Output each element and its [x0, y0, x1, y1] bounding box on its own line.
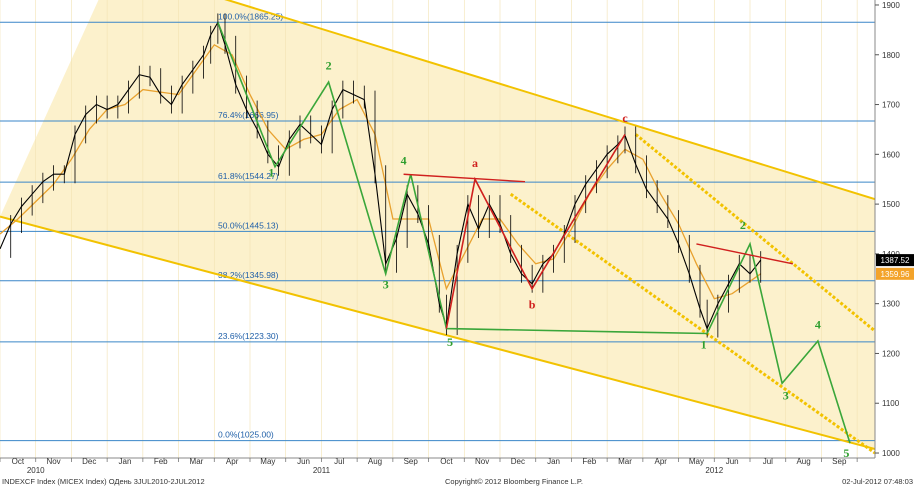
- x-tick-label: Mar: [618, 457, 632, 466]
- y-axis: 1000110012001300140015001600170018001900: [875, 1, 900, 458]
- y-tick-label: 1500: [882, 200, 900, 209]
- y-tick-label: 1200: [882, 349, 900, 358]
- x-tick-label: Sep: [832, 457, 847, 466]
- wave-label: 3: [783, 388, 789, 402]
- footer-left: INDEXCF Index (MICEX Index) ОДень 3JUL20…: [2, 477, 205, 486]
- x-tick-label: Apr: [226, 457, 239, 466]
- wave-label: c: [622, 111, 628, 125]
- x-tick-label: Oct: [440, 457, 453, 466]
- x-tick-label: Jun: [726, 457, 739, 466]
- wave-label: 1: [268, 166, 274, 180]
- price-tag-box: [876, 254, 914, 267]
- wave-lines: [217, 22, 851, 444]
- x-tick-label: May: [689, 457, 704, 466]
- y-tick-label: 1700: [882, 101, 900, 110]
- x-tick-label: Nov: [475, 457, 489, 466]
- price-tag-box: [876, 267, 914, 280]
- y-tick-label: 1600: [882, 150, 900, 159]
- x-tick-label: Oct: [12, 457, 25, 466]
- x-tick-label: Aug: [796, 457, 810, 466]
- y-tick-label: 1000: [882, 449, 900, 458]
- x-axis: Oct Nov Dec Jan Feb Mar Apr May Jun Jul Aug Sep Oct N…: [0, 457, 858, 475]
- inner-channel-line: [509, 192, 875, 455]
- wave-label: 2: [740, 218, 746, 232]
- channel-line: [0, 215, 875, 451]
- wave-label: b: [529, 298, 536, 312]
- x-tick-label: Jun: [297, 457, 310, 466]
- x-year-label: 2011: [313, 466, 331, 475]
- x-tick-label: Dec: [82, 457, 96, 466]
- wave-label: 4: [815, 318, 821, 332]
- fib-level-label: 76.4%(1666.95): [218, 110, 279, 120]
- wave-label: a: [472, 156, 478, 170]
- wave-label: 1: [701, 337, 707, 351]
- resistance-line: [403, 173, 526, 183]
- x-tick-label: Dec: [511, 457, 525, 466]
- wave-label: 5: [843, 446, 849, 460]
- wave-label: 4: [401, 153, 407, 167]
- y-tick-label: 1100: [882, 399, 900, 408]
- footer-center: Copyright© 2012 Bloomberg Finance L.P.: [445, 477, 583, 486]
- x-tick-label: Jul: [763, 457, 773, 466]
- price-tag-label: 1359.96: [881, 270, 910, 279]
- fib-level-label: 100.0%(1865.25): [218, 11, 283, 21]
- x-tick-label: Jan: [119, 457, 132, 466]
- x-tick-label: Jul: [334, 457, 344, 466]
- x-tick-label: Apr: [654, 457, 667, 466]
- moving-average-line: [0, 43, 762, 300]
- x-tick-label: Jan: [547, 457, 560, 466]
- x-tick-label: Nov: [46, 457, 60, 466]
- price-tags: 1387.52 1359.96: [876, 254, 914, 280]
- fib-level-label: 38.2%(1345.98): [218, 270, 279, 280]
- trend-channel-lines: [0, 0, 875, 455]
- x-tick-label: Mar: [190, 457, 204, 466]
- fib-level-label: 0.0%(1025.00): [218, 430, 274, 440]
- inner-channel-line: [634, 133, 875, 333]
- fib-level-label: 50.0%(1445.13): [218, 220, 279, 230]
- x-tick-label: Aug: [368, 457, 382, 466]
- x-tick-label: May: [260, 457, 275, 466]
- y-tick-label: 1800: [882, 51, 900, 60]
- price-tag-label: 1387.52: [881, 256, 910, 265]
- footer-right: 02-Jul-2012 07:48:03: [842, 477, 913, 486]
- fibonacci-levels: 100.0%(1865.25) 76.4%(1666.95) 61.8%(1544.…: [0, 11, 875, 442]
- wave-label: 2: [326, 59, 332, 73]
- x-year-label: 2010: [27, 466, 45, 475]
- fib-level-label: 61.8%(1544.27): [218, 171, 279, 181]
- x-tick-label: Feb: [154, 457, 168, 466]
- wave-labels: 1 2 3 4 5 a b c 1 2 3 4 5: [268, 59, 849, 460]
- y-tick-label: 1300: [882, 300, 900, 309]
- resistance-line: [696, 243, 793, 265]
- fib-level-label: 23.6%(1223.30): [218, 331, 279, 341]
- x-tick-label: Sep: [404, 457, 419, 466]
- wave-label: 3: [383, 278, 389, 292]
- x-tick-label: Feb: [582, 457, 596, 466]
- y-tick-label: 1900: [882, 1, 900, 10]
- wave-label: 5: [447, 335, 453, 349]
- corrective-wave-line: [445, 133, 626, 329]
- channel-fill: [0, 0, 875, 449]
- x-year-label: 2012: [705, 466, 723, 475]
- price-line: [0, 21, 762, 331]
- price-series: [0, 13, 762, 338]
- channel-line: [224, 0, 875, 201]
